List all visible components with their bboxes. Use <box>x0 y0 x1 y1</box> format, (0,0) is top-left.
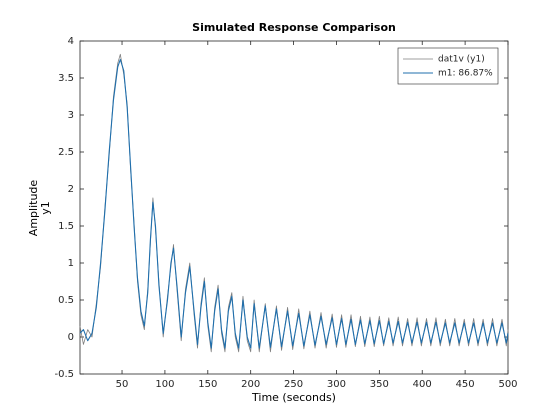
y-tick-label: 0 <box>68 332 74 343</box>
x-tick-label: 50 <box>116 379 129 390</box>
y-tick-label: 2.5 <box>58 147 74 158</box>
x-axis-label: Time (seconds) <box>251 391 336 404</box>
y-tick-label: 3.5 <box>58 73 74 84</box>
x-tick-label: 500 <box>498 379 517 390</box>
x-tick-label: 350 <box>370 379 389 390</box>
chart-title: Simulated Response Comparison <box>192 21 396 34</box>
x-tick-label: 400 <box>413 379 432 390</box>
y-tick-label: 1 <box>68 258 74 269</box>
y-tick-label: -0.5 <box>54 369 74 380</box>
y-tick-label: 3 <box>68 110 74 121</box>
legend-label: dat1v (y1) <box>438 55 485 65</box>
y-axis-label: Amplitude <box>27 180 40 237</box>
legend-box <box>397 47 499 85</box>
x-tick-label: 300 <box>327 379 346 390</box>
y-axis-sublabel: y1 <box>39 201 52 215</box>
x-tick-label: 450 <box>456 379 475 390</box>
x-tick-label: 200 <box>241 379 260 390</box>
legend-label: m1: 86.87% <box>438 69 493 79</box>
series-line <box>79 58 509 349</box>
axes-box <box>79 40 509 375</box>
y-tick-label: 4 <box>68 36 74 47</box>
x-tick-label: 100 <box>155 379 174 390</box>
y-tick-label: 2 <box>68 184 74 195</box>
x-tick-label: 150 <box>198 379 217 390</box>
x-tick-label: 250 <box>284 379 303 390</box>
y-tick-label: 1.5 <box>58 221 74 232</box>
y-tick-label: 0.5 <box>58 295 74 306</box>
